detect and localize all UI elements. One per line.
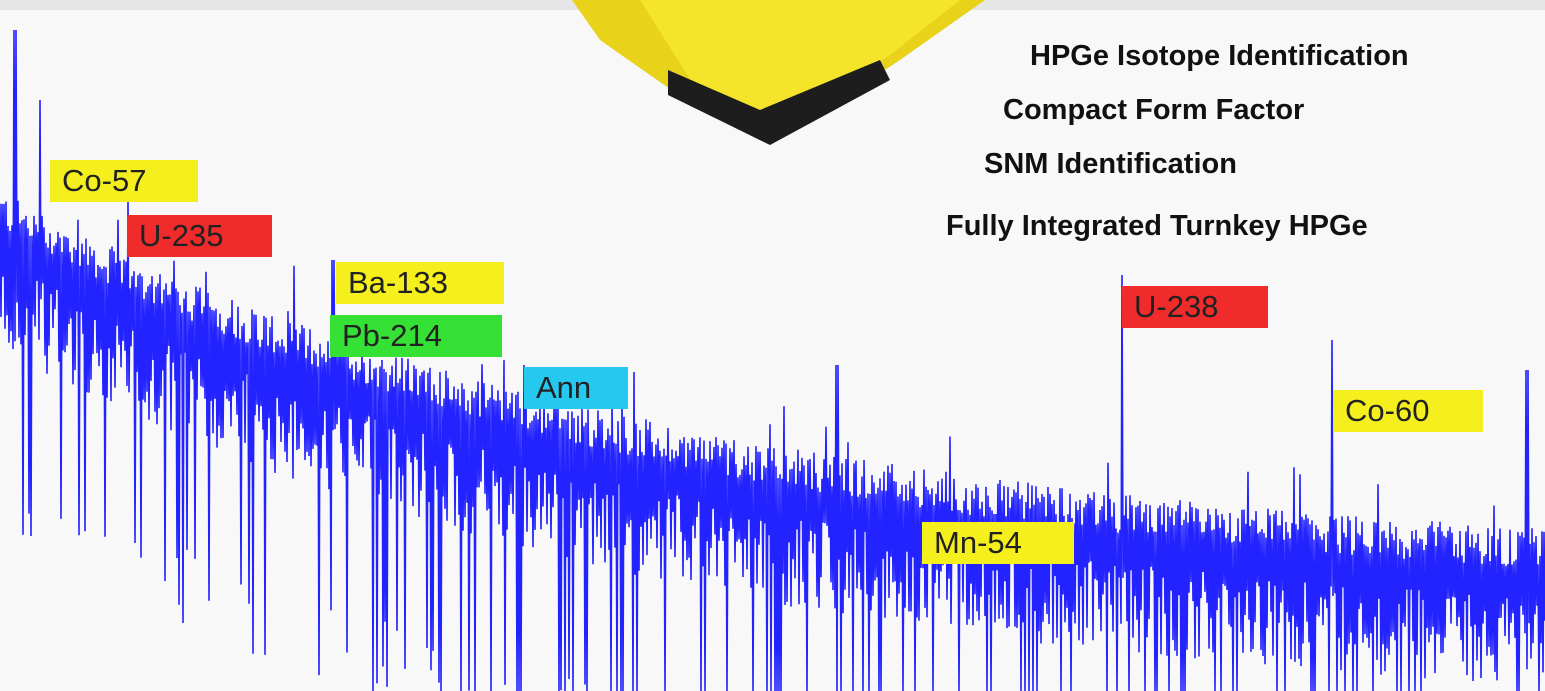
peak-label: Co-57	[50, 160, 198, 202]
peak-label: U-238	[1122, 286, 1268, 328]
peak-label: Pb-214	[330, 315, 502, 357]
spectrum-graphic	[0, 0, 1545, 691]
peak-label: Ann	[524, 367, 628, 409]
peak-label: Ba-133	[336, 262, 504, 304]
peak-label: Co-60	[1333, 390, 1483, 432]
page: HPGe Isotope Identification Compact Form…	[0, 0, 1545, 691]
feature-text: HPGe Isotope Identification	[1030, 40, 1409, 73]
peak-label: U-235	[127, 215, 272, 257]
feature-text: Compact Form Factor	[1003, 94, 1304, 127]
feature-text: Fully Integrated Turnkey HPGe	[946, 210, 1368, 243]
feature-text: SNM Identification	[984, 148, 1237, 181]
peak-label: Mn-54	[922, 522, 1074, 564]
